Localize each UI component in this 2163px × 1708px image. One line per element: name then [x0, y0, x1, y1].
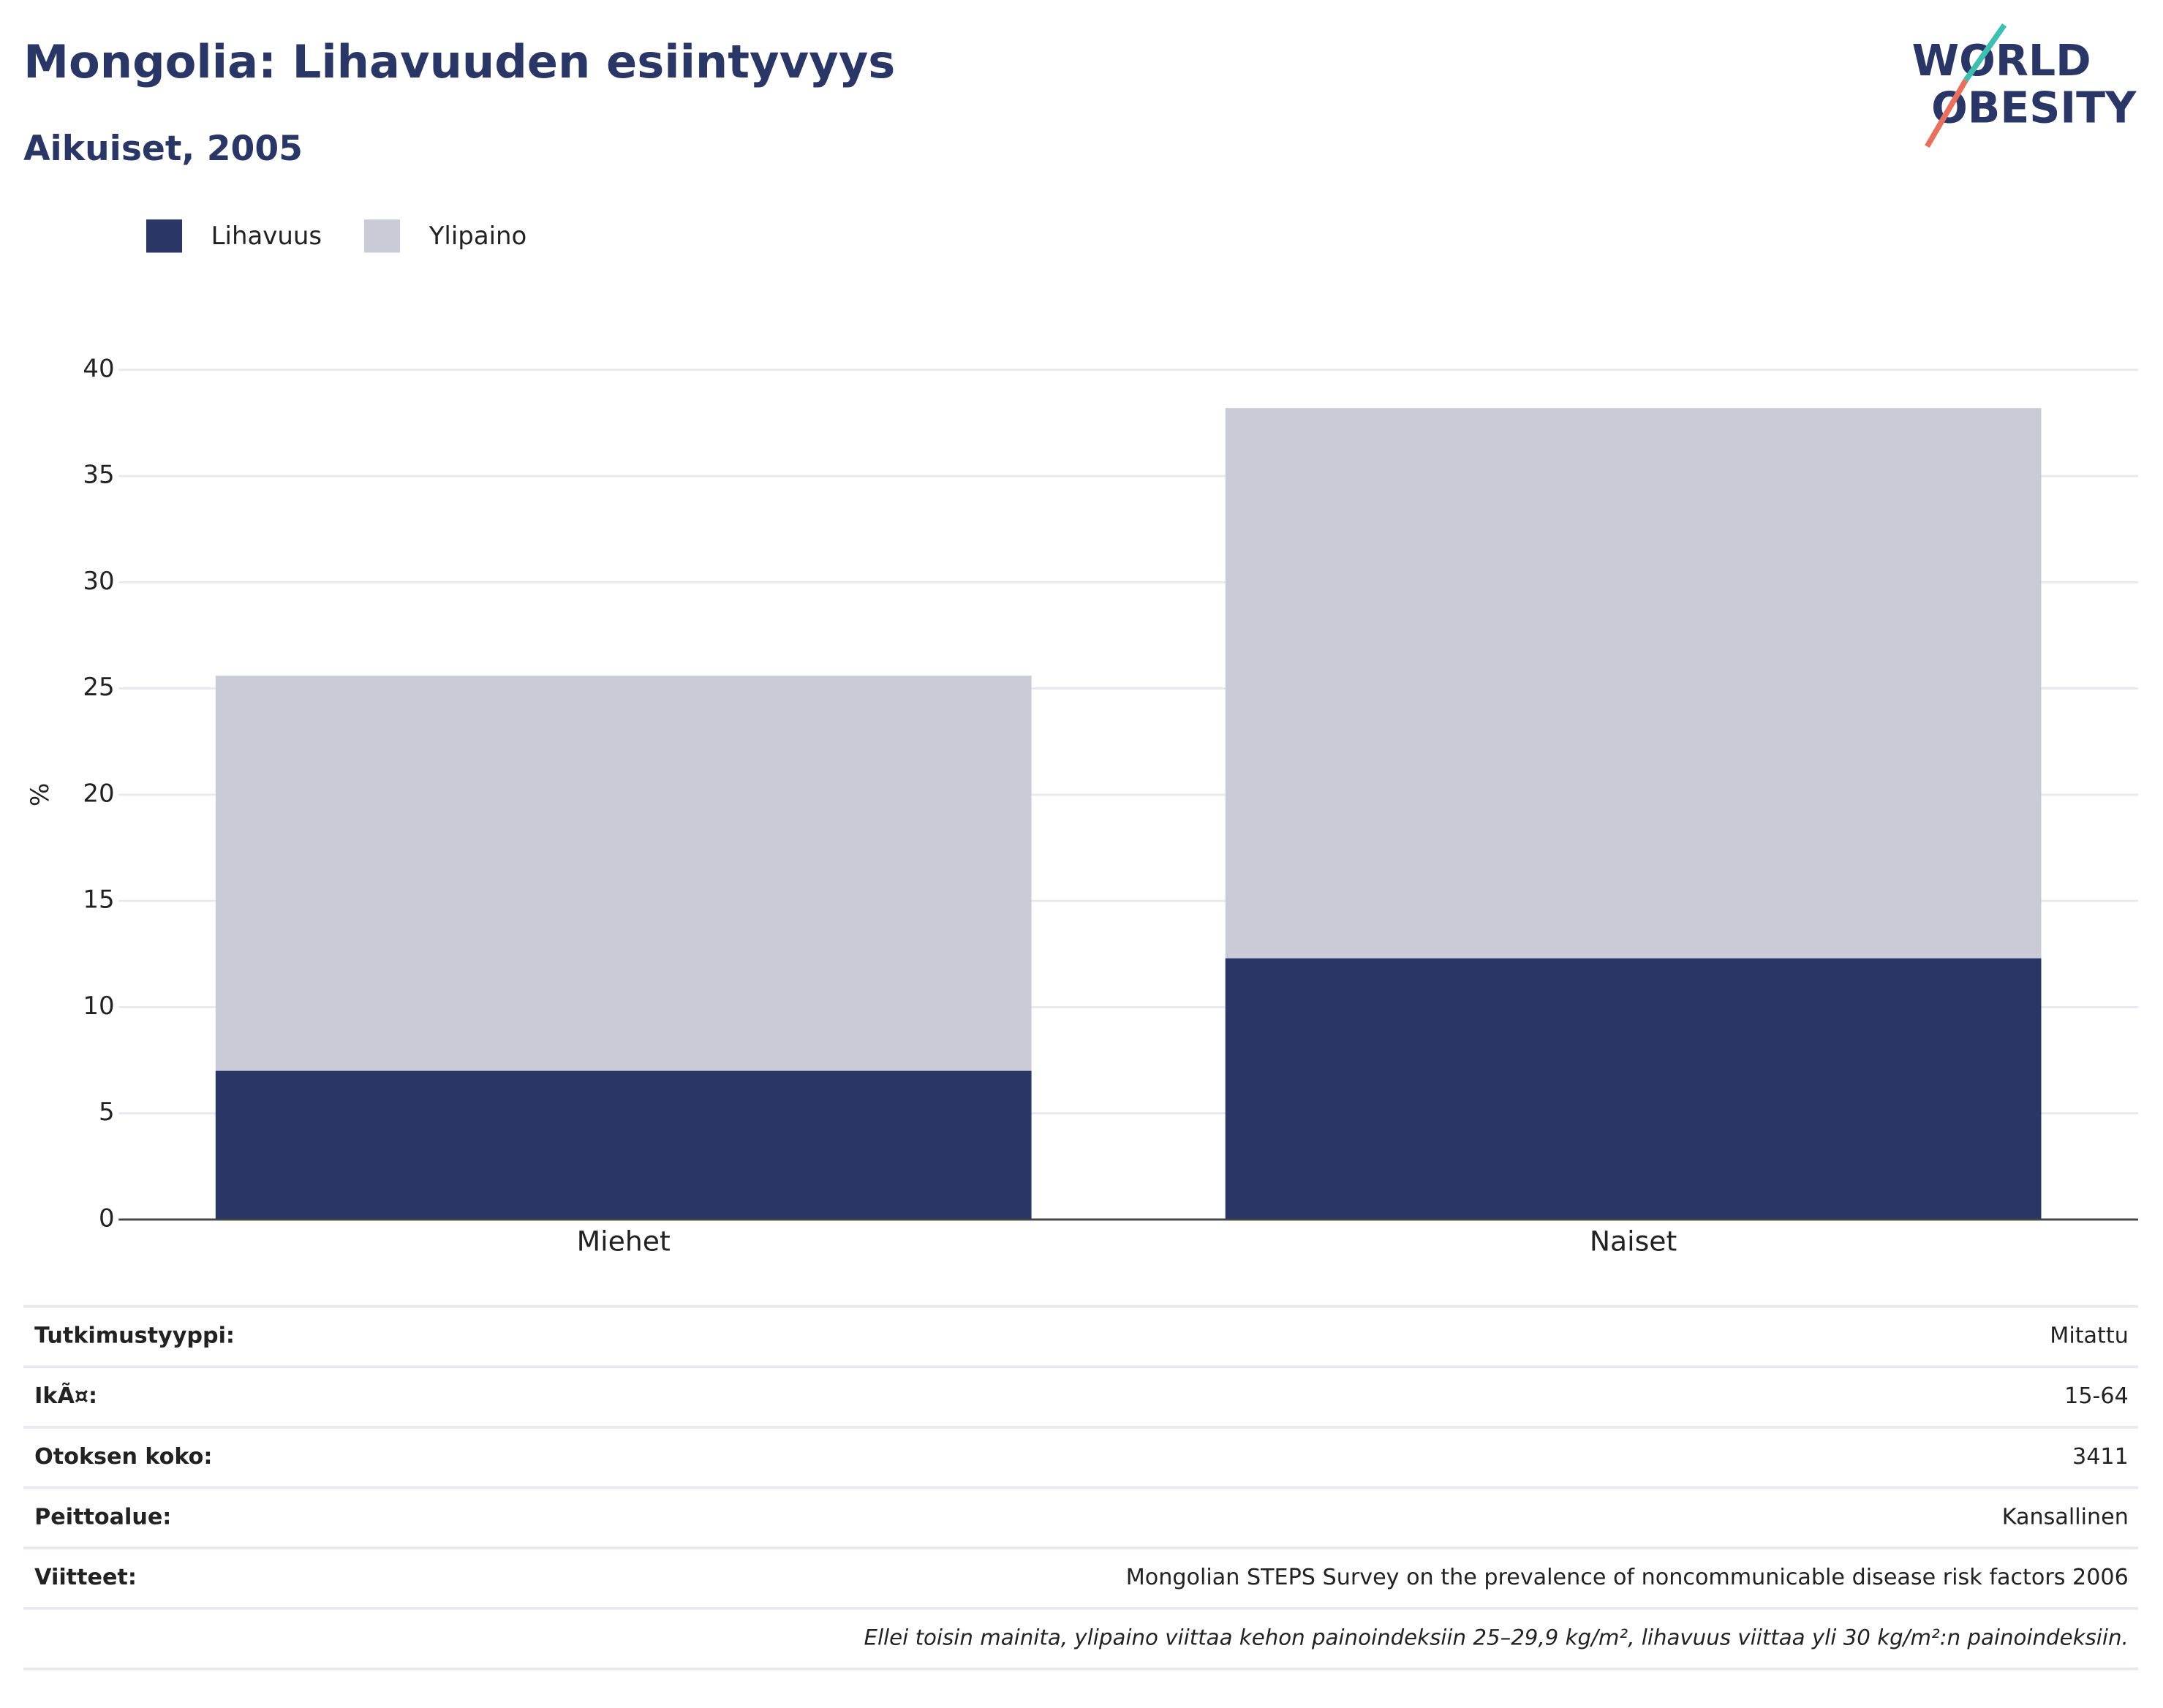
- logo-text: WORLD: [1912, 36, 2091, 86]
- bar-segment: [1225, 958, 2042, 1220]
- table-key: Otoksen koko:: [34, 1444, 212, 1470]
- legend-label: Lihavuus: [211, 222, 322, 251]
- table-value: 15-64: [2064, 1383, 2129, 1409]
- table-value: Kansallinen: [2002, 1504, 2129, 1530]
- y-tick-label: 40: [83, 354, 114, 383]
- bar-segment: [215, 1070, 1032, 1220]
- y-tick-label: 25: [83, 673, 114, 702]
- chart-title: Mongolia: Lihavuuden esiintyvyys: [23, 35, 895, 88]
- y-tick-label: 20: [83, 779, 114, 808]
- table-value: Mongolian STEPS Survey on the prevalence…: [1126, 1565, 2129, 1590]
- y-tick-label: 5: [99, 1097, 115, 1127]
- logo-text: OBESITY: [1931, 83, 2137, 132]
- x-tick-label: Naiset: [1590, 1225, 1677, 1257]
- bar-segment: [215, 676, 1032, 1071]
- y-tick-label: 15: [83, 885, 114, 915]
- logo-slash: [1925, 78, 1968, 148]
- y-tick-label: 35: [83, 461, 114, 490]
- table-key: Viitteet:: [34, 1565, 137, 1590]
- x-tick-label: Miehet: [577, 1225, 671, 1257]
- logo-slash: [1963, 23, 2007, 82]
- y-axis-label: %: [26, 783, 55, 806]
- table-value: 3411: [2072, 1444, 2129, 1470]
- table-key: Peittoalue:: [34, 1504, 171, 1530]
- bar-segment: [1225, 408, 2042, 959]
- y-tick-label: 0: [99, 1203, 115, 1233]
- legend-swatch: [146, 219, 183, 253]
- y-tick-label: 30: [83, 567, 114, 596]
- y-tick-label: 10: [83, 991, 114, 1021]
- table-note: Ellei toisin mainita, ylipaino viittaa k…: [864, 1625, 2128, 1650]
- table-key: Tutkimustyyppi:: [34, 1323, 235, 1349]
- legend-label: Ylipaino: [429, 222, 527, 251]
- table-key: IkÃ¤:: [34, 1382, 97, 1409]
- legend-swatch: [364, 219, 401, 253]
- table-value: Mitattu: [2050, 1323, 2129, 1349]
- chart-subtitle: Aikuiset, 2005: [23, 129, 303, 169]
